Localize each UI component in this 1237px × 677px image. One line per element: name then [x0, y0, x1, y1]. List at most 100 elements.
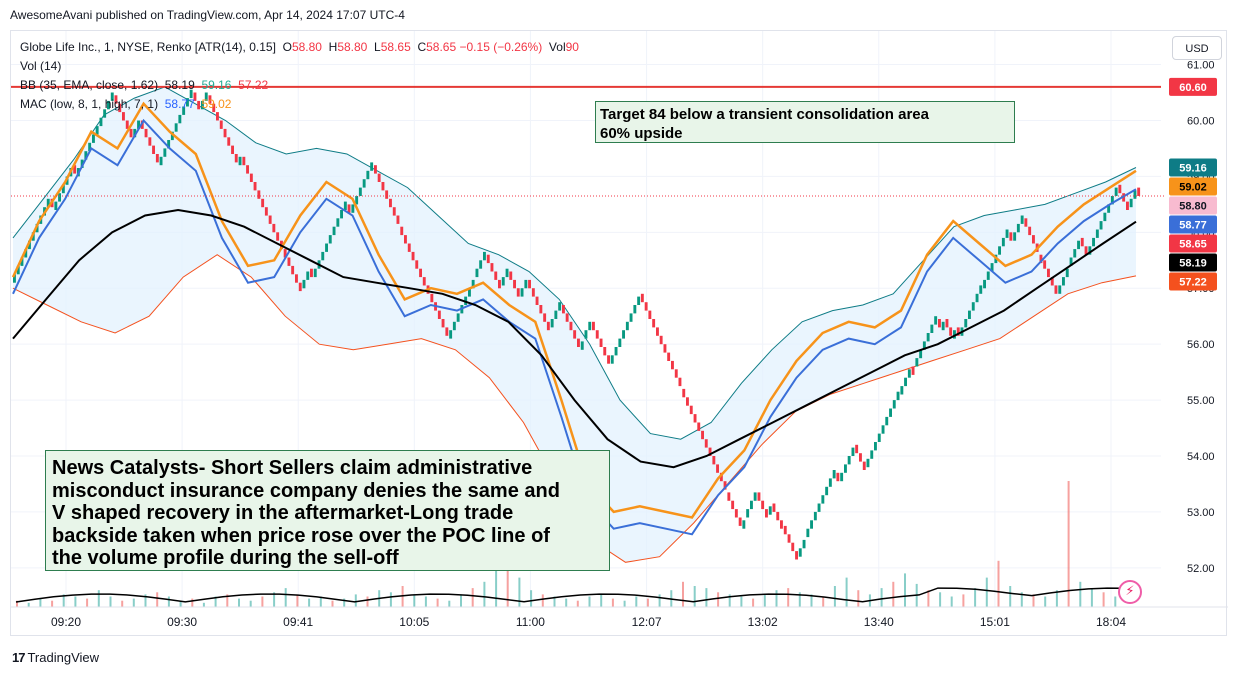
tradingview-logo[interactable]: 17 TradingView — [12, 650, 100, 665]
renko-brick — [155, 154, 159, 163]
renko-brick — [340, 210, 343, 219]
volume-bar — [693, 586, 696, 607]
renko-brick — [1065, 268, 1069, 278]
renko-brick — [746, 509, 750, 518]
renko-brick — [313, 268, 317, 278]
volume-bar — [483, 581, 486, 607]
renko-brick — [998, 246, 1001, 255]
renko-brick — [625, 321, 629, 331]
renko-brick — [881, 425, 885, 434]
renko-brick — [885, 416, 889, 426]
renko-brick — [302, 279, 306, 289]
renko-brick — [659, 335, 663, 345]
price-badge-label: 58.77 — [1179, 220, 1207, 232]
renko-brick — [238, 156, 242, 166]
renko-brick — [486, 254, 490, 264]
renko-brick — [968, 310, 971, 319]
price-chart-svg[interactable]: 52.0053.0054.0055.0056.0057.0058.0059.00… — [11, 31, 1228, 637]
legend-bb-row[interactable]: BB (35, EMA, close, 1.62) 58.19 59.16 57… — [20, 78, 269, 92]
price-tick-label: 56.00 — [1187, 339, 1215, 351]
renko-brick — [415, 260, 419, 269]
legend-change: −0.15 (−0.26%) — [459, 40, 543, 54]
renko-brick — [61, 184, 65, 194]
renko-brick — [219, 120, 223, 129]
renko-brick — [930, 324, 934, 333]
renko-brick — [475, 268, 479, 278]
news-annotation[interactable]: News Catalysts- Short Sellers claim admi… — [45, 450, 610, 571]
chart-frame[interactable]: 52.0053.0054.0055.0056.0057.0058.0059.00… — [10, 30, 1228, 637]
chart-legend: Globe Life Inc., 1, NYSE, Renko [ATR(14)… — [20, 38, 579, 114]
renko-brick — [516, 288, 520, 297]
news-annotation-line-1: News Catalysts- Short Sellers claim admi… — [52, 457, 533, 479]
renko-brick — [618, 338, 622, 347]
renko-brick — [411, 251, 415, 261]
renko-brick — [479, 260, 483, 269]
renko-brick — [13, 274, 16, 283]
renko-brick — [595, 330, 599, 339]
renko-brick — [1043, 260, 1047, 269]
volume-bar — [728, 594, 731, 607]
renko-brick — [810, 520, 813, 529]
renko-brick — [889, 408, 892, 417]
renko-brick — [186, 98, 189, 107]
renko-brick — [276, 232, 280, 241]
renko-brick — [949, 327, 953, 336]
renko-brick — [216, 112, 219, 121]
news-annotation-line-4: backside taken when price rose over the … — [52, 524, 550, 547]
renko-brick — [734, 509, 738, 518]
bb-basis-line — [12, 208, 1137, 469]
legend-vol-study[interactable]: Vol (14) — [20, 59, 62, 73]
legend-bb-basis: 58.19 — [164, 78, 195, 92]
renko-brick — [1110, 196, 1114, 205]
volume-bar — [16, 600, 18, 607]
renko-brick — [1073, 249, 1077, 258]
renko-brick — [80, 159, 84, 168]
volume-bar — [471, 588, 474, 607]
volume-bar — [1079, 581, 1082, 607]
news-annotation-line-5: the volume profile during the sell-off — [52, 547, 399, 569]
legend-mac-row[interactable]: MAC (low, 8, 1, high, 7, 1) 58.77 59.02 — [20, 97, 232, 111]
renko-brick — [174, 123, 178, 132]
bb-fill — [13, 86, 1136, 563]
renko-brick — [16, 265, 20, 275]
renko-brick — [167, 140, 171, 149]
renko-brick — [776, 511, 780, 521]
renko-brick — [1114, 187, 1118, 196]
legend-mac-low: 58.77 — [164, 97, 195, 111]
volume-bar — [238, 598, 240, 607]
volume-bar — [962, 594, 965, 607]
target-annotation[interactable]: Target 84 below a transient consolidatio… — [595, 101, 1015, 143]
renko-brick — [892, 400, 896, 409]
renko-brick — [422, 277, 426, 286]
price-tick-label: 61.00 — [1187, 60, 1215, 72]
volume-bar — [833, 586, 836, 607]
volume-bar — [273, 592, 276, 607]
volume-bar — [1055, 590, 1058, 607]
volume-bar — [892, 581, 895, 607]
volume-bar — [1032, 594, 1035, 607]
renko-brick — [678, 377, 682, 387]
renko-brick — [975, 293, 979, 303]
renko-brick — [614, 347, 618, 356]
lightning-icon[interactable]: ⚡ — [1118, 580, 1142, 604]
renko-brick — [686, 397, 689, 406]
renko-brick — [945, 319, 949, 328]
news-annotation-line-3: V shaped recovery in the aftermarket-Lon… — [52, 502, 514, 524]
price-badge-label: 59.16 — [1179, 163, 1207, 175]
renko-brick — [896, 391, 900, 401]
currency-button[interactable]: USD — [1172, 36, 1222, 60]
renko-brick — [802, 539, 806, 549]
legend-symbol[interactable]: Globe Life Inc., 1, NYSE, Renko [ATR(14)… — [20, 40, 276, 54]
renko-brick — [407, 243, 411, 252]
renko-brick — [336, 218, 340, 227]
renko-brick — [791, 542, 795, 552]
renko-brick — [400, 226, 404, 236]
renko-brick — [1005, 229, 1009, 238]
renko-brick — [449, 330, 453, 339]
legend-symbol-row: Globe Life Inc., 1, NYSE, Renko [ATR(14)… — [20, 38, 579, 57]
volume-bar — [1114, 596, 1117, 607]
renko-brick — [370, 162, 374, 171]
renko-brick — [708, 447, 712, 456]
renko-brick — [261, 198, 265, 208]
renko-brick — [73, 165, 77, 174]
